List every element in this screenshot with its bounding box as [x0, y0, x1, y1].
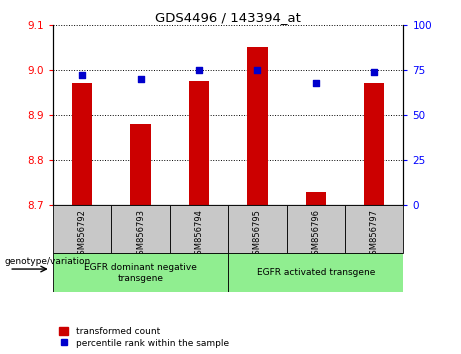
Bar	[287, 205, 345, 253]
Text: EGFR dominant negative
transgene: EGFR dominant negative transgene	[84, 263, 197, 282]
Text: GSM856792: GSM856792	[78, 209, 87, 260]
Text: genotype/variation: genotype/variation	[5, 257, 91, 266]
Bar	[72, 84, 92, 205]
Point	[195, 67, 203, 73]
Text: GSM856796: GSM856796	[311, 209, 320, 260]
Bar	[189, 81, 209, 205]
Text: GSM856794: GSM856794	[195, 209, 203, 260]
Text: GSM856793: GSM856793	[136, 209, 145, 260]
Title: GDS4496 / 143394_at: GDS4496 / 143394_at	[155, 11, 301, 24]
Bar	[364, 84, 384, 205]
Bar	[53, 253, 228, 292]
Point	[254, 67, 261, 73]
Text: GSM856795: GSM856795	[253, 209, 262, 260]
Bar	[112, 205, 170, 253]
Text: EGFR activated transgene: EGFR activated transgene	[257, 268, 375, 277]
Bar	[130, 124, 151, 205]
Bar	[170, 205, 228, 253]
Bar	[228, 205, 287, 253]
Legend: transformed count, percentile rank within the sample: transformed count, percentile rank withi…	[58, 325, 230, 349]
Point	[312, 80, 319, 85]
Bar	[345, 205, 403, 253]
Point	[371, 69, 378, 75]
Point	[137, 76, 144, 82]
Point	[78, 73, 86, 78]
Bar	[247, 47, 267, 205]
Bar	[228, 253, 403, 292]
Bar	[306, 192, 326, 205]
Text: GSM856797: GSM856797	[370, 209, 378, 260]
Bar	[53, 205, 112, 253]
